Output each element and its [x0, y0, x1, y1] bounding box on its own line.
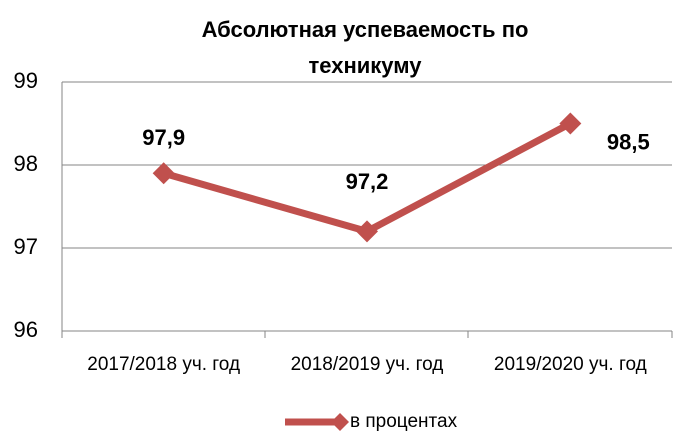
data-point [559, 112, 582, 135]
y-tick-label: 97 [14, 234, 38, 259]
x-tick-label: 2018/2019 уч. год [291, 354, 444, 375]
data-point [356, 220, 378, 243]
data-label: 97,9 [142, 125, 185, 150]
y-tick-label: 96 [14, 317, 38, 342]
x-tick-label: 2019/2020 уч. год [494, 354, 647, 375]
legend-marker [331, 413, 349, 431]
chart-title: Абсолютная успеваемость по техникуму [201, 17, 529, 78]
x-tick-label: 2017/2018 уч. год [87, 354, 240, 375]
data-label: 98,5 [607, 129, 650, 154]
y-tick-label: 99 [14, 68, 38, 93]
data-point [152, 162, 175, 185]
legend-label: в процентах [350, 411, 458, 432]
data-label: 97,2 [346, 169, 389, 194]
y-tick-label: 98 [14, 151, 38, 176]
